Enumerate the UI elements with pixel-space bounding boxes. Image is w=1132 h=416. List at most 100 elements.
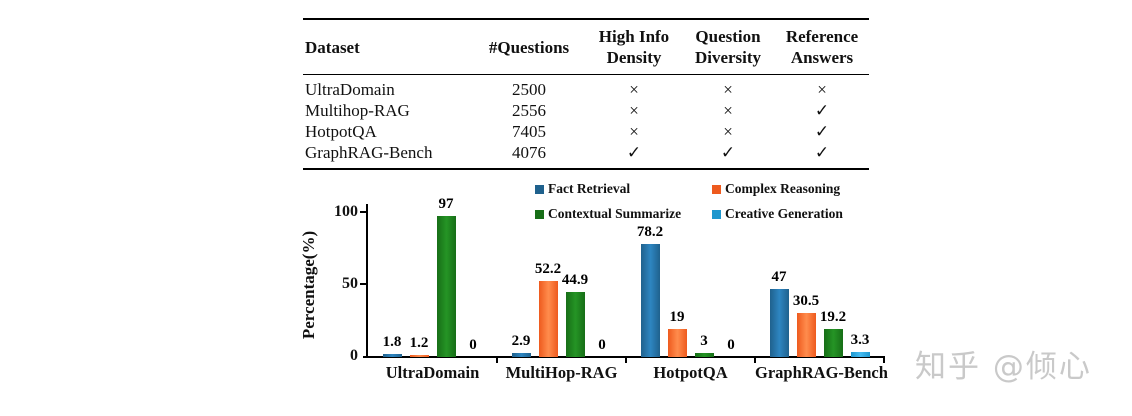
questions-count: 4076 <box>512 143 546 162</box>
bar-group: 47 30.5 19.2 3.3 <box>755 212 884 357</box>
bar-slot: 3.3 <box>850 212 870 357</box>
bar-slot: 1.2 <box>409 212 429 357</box>
dataset-name: GraphRAG-Bench <box>305 143 433 162</box>
bar-value-label: 1.8 <box>382 334 402 351</box>
chart-legend: Fact Retrieval Complex Reasoning Context… <box>535 181 843 222</box>
bar-contextual-summarize <box>823 329 843 357</box>
bar-value-label: 52.2 <box>534 261 562 278</box>
bar-complex-reasoning <box>409 355 429 357</box>
bar-value-label: 3.3 <box>850 332 870 349</box>
bar-group: 78.2 19 3 0 <box>626 212 755 357</box>
bar-group: 2.9 52.2 44.9 0 <box>497 212 626 357</box>
questions-count: 2556 <box>512 101 546 120</box>
x-category-label: GraphRAG-Bench <box>755 363 888 382</box>
watermark: 知乎 @倾心 <box>915 349 1092 385</box>
y-axis-line <box>366 204 368 358</box>
x-category-label: MultiHop-RAG <box>505 363 618 382</box>
reference-answers-mark: × <box>817 80 827 99</box>
y-tick-label-50: 50 <box>342 275 358 292</box>
table-row: Multihop-RAG 2556 × × ✓ <box>303 100 869 121</box>
bar-slot: 44.9 <box>562 212 588 357</box>
dataset-name: HotpotQA <box>305 122 377 141</box>
bar-slot: 52.2 <box>535 212 561 357</box>
col-header-question-diversity: Question Diversity <box>694 27 762 67</box>
bar-value-label: 1.2 <box>409 335 429 352</box>
x-axis-line <box>363 356 885 358</box>
bar-value-label: 78.2 <box>636 223 664 240</box>
col-header-dataset: Dataset <box>305 37 360 57</box>
x-tick-mark <box>496 358 498 363</box>
bar-slot: 78.2 <box>637 212 663 357</box>
legend-label: Fact Retrieval <box>548 181 631 196</box>
x-tick-mark <box>754 358 756 363</box>
x-tick-mark <box>883 358 885 363</box>
bar-value-label: 0 <box>727 337 735 353</box>
y-tick-mark <box>360 211 367 213</box>
datasets-table: Dataset #Questions High Info Density Que… <box>303 18 869 170</box>
bar-value-label: 3 <box>700 332 708 349</box>
x-category-label: UltraDomain <box>385 363 480 382</box>
reference-answers-mark: ✓ <box>814 143 830 162</box>
bar-slot: 47 <box>769 212 789 357</box>
table-row: UltraDomain 2500 × × × <box>303 75 869 101</box>
bar-complex-reasoning <box>796 312 816 357</box>
bar-slot: 1.8 <box>382 212 402 357</box>
bar-slot: 0 <box>464 212 483 357</box>
question-diversity-mark: × <box>723 80 733 99</box>
bar-slot: 19 <box>667 212 687 357</box>
bar-slot: 97 <box>436 196 456 357</box>
x-category-label: HotpotQA <box>653 363 728 382</box>
questions-count: 2500 <box>512 80 546 99</box>
bar-slot: 30.5 <box>793 212 819 357</box>
bar-fact-retrieval <box>382 354 402 357</box>
table-header: Dataset #Questions High Info Density Que… <box>303 19 869 75</box>
question-diversity-mark: × <box>723 122 733 141</box>
dataset-name: Multihop-RAG <box>305 101 410 120</box>
bar-slot: 2.9 <box>511 212 531 357</box>
bar-slot: 3 <box>694 212 714 357</box>
reference-answers-mark: ✓ <box>814 122 830 141</box>
legend-swatch-icon <box>712 184 721 194</box>
questions-count: 7405 <box>512 122 546 141</box>
bar-fact-retrieval <box>769 288 789 357</box>
legend-label: Creative Generation <box>725 206 843 221</box>
bar-fact-retrieval <box>640 243 660 357</box>
x-tick-mark <box>625 358 627 363</box>
legend-swatch-icon <box>535 209 544 219</box>
bar-value-label: 19 <box>669 309 685 326</box>
bar-contextual-summarize <box>436 216 456 357</box>
legend-swatch-icon <box>535 184 544 194</box>
bar-value-label: 19.2 <box>819 309 847 326</box>
reference-answers-mark: ✓ <box>814 101 830 120</box>
bar-complex-reasoning <box>667 329 687 357</box>
bar-value-label: 2.9 <box>511 332 531 349</box>
dataset-name: UltraDomain <box>305 80 395 99</box>
plot-area: 1.8 1.2 97 0 2.9 52.2 44.9 0 78.2 19 3 0 47 30.5 19.2 3… <box>368 196 885 357</box>
y-tick-label-100: 100 <box>334 203 358 220</box>
bar-value-label: 30.5 <box>792 292 820 309</box>
table-row: HotpotQA 7405 × × ✓ <box>303 121 869 142</box>
bar-contextual-summarize <box>694 352 714 357</box>
bar-slot: 19.2 <box>820 212 846 357</box>
question-diversity-mark: × <box>723 101 733 120</box>
col-header-high-info-density: High Info Density <box>598 27 670 67</box>
y-tick-mark <box>360 283 367 285</box>
bar-creative-generation <box>850 352 870 357</box>
col-header-questions: #Questions <box>488 37 570 57</box>
bar-value-label: 0 <box>469 337 477 353</box>
bar-contextual-summarize <box>565 291 585 357</box>
legend-label: Complex Reasoning <box>725 181 841 196</box>
question-diversity-mark: ✓ <box>720 143 736 162</box>
bar-slot: 0 <box>722 212 741 357</box>
bar-group: 1.8 1.2 97 0 <box>368 196 497 357</box>
high-info-density-mark: × <box>629 122 639 141</box>
bar-slot: 0 <box>593 212 612 357</box>
bar-value-label: 0 <box>598 337 606 353</box>
legend-item-fact-retrieval: Fact Retrieval <box>535 181 712 197</box>
bar-complex-reasoning <box>538 281 558 357</box>
y-tick-label-0: 0 <box>350 347 358 364</box>
col-header-reference-answers: Reference Answers <box>785 27 859 67</box>
legend-swatch-icon <box>712 209 721 219</box>
